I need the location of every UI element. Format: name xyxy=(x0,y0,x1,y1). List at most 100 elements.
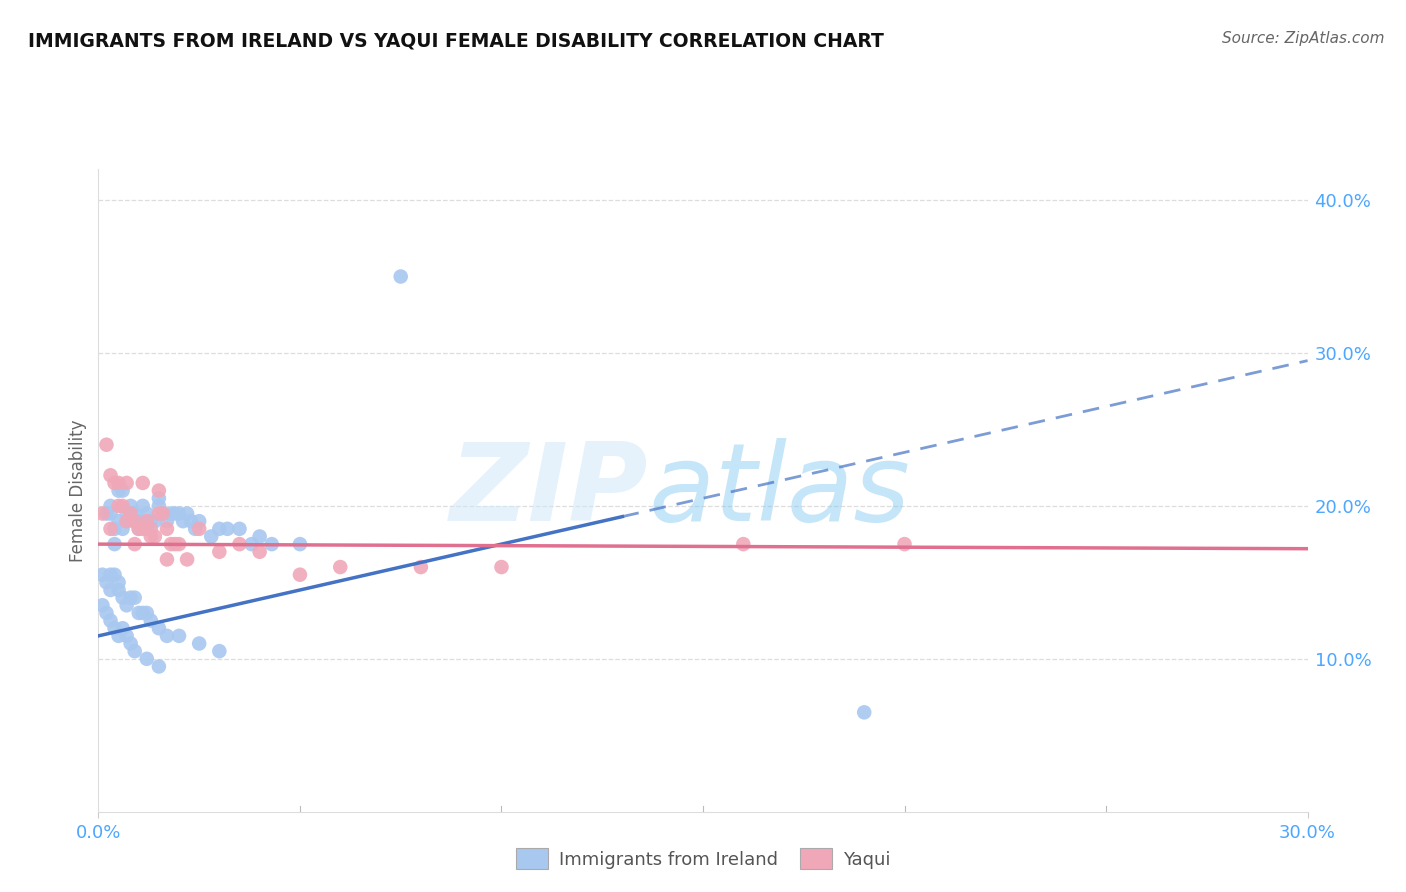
Point xyxy=(135,606,157,620)
Point xyxy=(103,621,125,635)
Point xyxy=(124,514,146,528)
Point xyxy=(100,567,122,582)
Point xyxy=(249,529,271,543)
Point xyxy=(148,659,170,673)
Y-axis label: Female Disability: Female Disability xyxy=(69,419,87,562)
Point xyxy=(128,514,150,528)
Point xyxy=(172,514,194,528)
Point xyxy=(139,529,162,543)
Point xyxy=(163,507,186,521)
Point xyxy=(107,629,129,643)
Point xyxy=(96,507,118,521)
Point xyxy=(91,567,114,582)
Point xyxy=(288,567,311,582)
Point xyxy=(120,499,142,513)
Point xyxy=(111,483,134,498)
Point xyxy=(91,599,114,613)
Point xyxy=(156,629,179,643)
Point xyxy=(249,545,271,559)
Point xyxy=(115,475,138,490)
Point xyxy=(128,522,150,536)
Point xyxy=(111,522,134,536)
Point xyxy=(148,483,170,498)
Point xyxy=(389,269,412,284)
Point xyxy=(139,514,162,528)
Point xyxy=(491,560,513,574)
Point xyxy=(180,514,202,528)
Point xyxy=(135,652,157,666)
Point xyxy=(160,537,183,551)
Point xyxy=(91,507,114,521)
Point xyxy=(156,552,179,566)
Point xyxy=(124,514,146,528)
Point xyxy=(167,507,190,521)
Point xyxy=(115,507,138,521)
Text: Source: ZipAtlas.com: Source: ZipAtlas.com xyxy=(1222,31,1385,46)
Point xyxy=(103,522,125,536)
Point xyxy=(167,629,190,643)
Point xyxy=(329,560,352,574)
Point xyxy=(132,522,155,536)
Point xyxy=(103,475,125,490)
Point xyxy=(208,644,231,658)
Point xyxy=(893,537,915,551)
Point xyxy=(100,582,122,597)
Point xyxy=(208,545,231,559)
Point xyxy=(167,537,190,551)
Point xyxy=(148,499,170,513)
Point xyxy=(100,522,122,536)
Point xyxy=(139,614,162,628)
Point xyxy=(135,522,157,536)
Point xyxy=(160,507,183,521)
Point xyxy=(103,567,125,582)
Point xyxy=(124,537,146,551)
Point xyxy=(107,475,129,490)
Point xyxy=(115,599,138,613)
Point xyxy=(176,507,198,521)
Legend: Immigrants from Ireland, Yaqui: Immigrants from Ireland, Yaqui xyxy=(509,841,897,877)
Point xyxy=(100,499,122,513)
Point xyxy=(111,499,134,513)
Point xyxy=(409,560,432,574)
Point xyxy=(208,522,231,536)
Point xyxy=(107,582,129,597)
Point xyxy=(184,522,207,536)
Point xyxy=(120,591,142,605)
Point xyxy=(148,621,170,635)
Point xyxy=(148,507,170,521)
Point xyxy=(96,606,118,620)
Point xyxy=(96,575,118,590)
Point xyxy=(111,621,134,635)
Point xyxy=(135,514,157,528)
Point xyxy=(853,706,876,720)
Point xyxy=(188,522,211,536)
Point xyxy=(120,636,142,650)
Point xyxy=(143,529,166,543)
Point xyxy=(107,483,129,498)
Point xyxy=(188,636,211,650)
Point xyxy=(107,575,129,590)
Point xyxy=(100,468,122,483)
Point xyxy=(288,537,311,551)
Point xyxy=(260,537,283,551)
Point xyxy=(733,537,755,551)
Point xyxy=(228,537,250,551)
Point xyxy=(107,514,129,528)
Point xyxy=(132,606,155,620)
Point xyxy=(124,644,146,658)
Point xyxy=(176,552,198,566)
Point xyxy=(115,514,138,528)
Point xyxy=(148,491,170,506)
Point xyxy=(132,514,155,528)
Point xyxy=(124,507,146,521)
Point xyxy=(120,507,142,521)
Point xyxy=(188,514,211,528)
Point xyxy=(152,507,174,521)
Point xyxy=(100,507,122,521)
Point xyxy=(132,499,155,513)
Point xyxy=(240,537,263,551)
Point xyxy=(143,514,166,528)
Point xyxy=(156,522,179,536)
Point xyxy=(115,514,138,528)
Point xyxy=(163,537,186,551)
